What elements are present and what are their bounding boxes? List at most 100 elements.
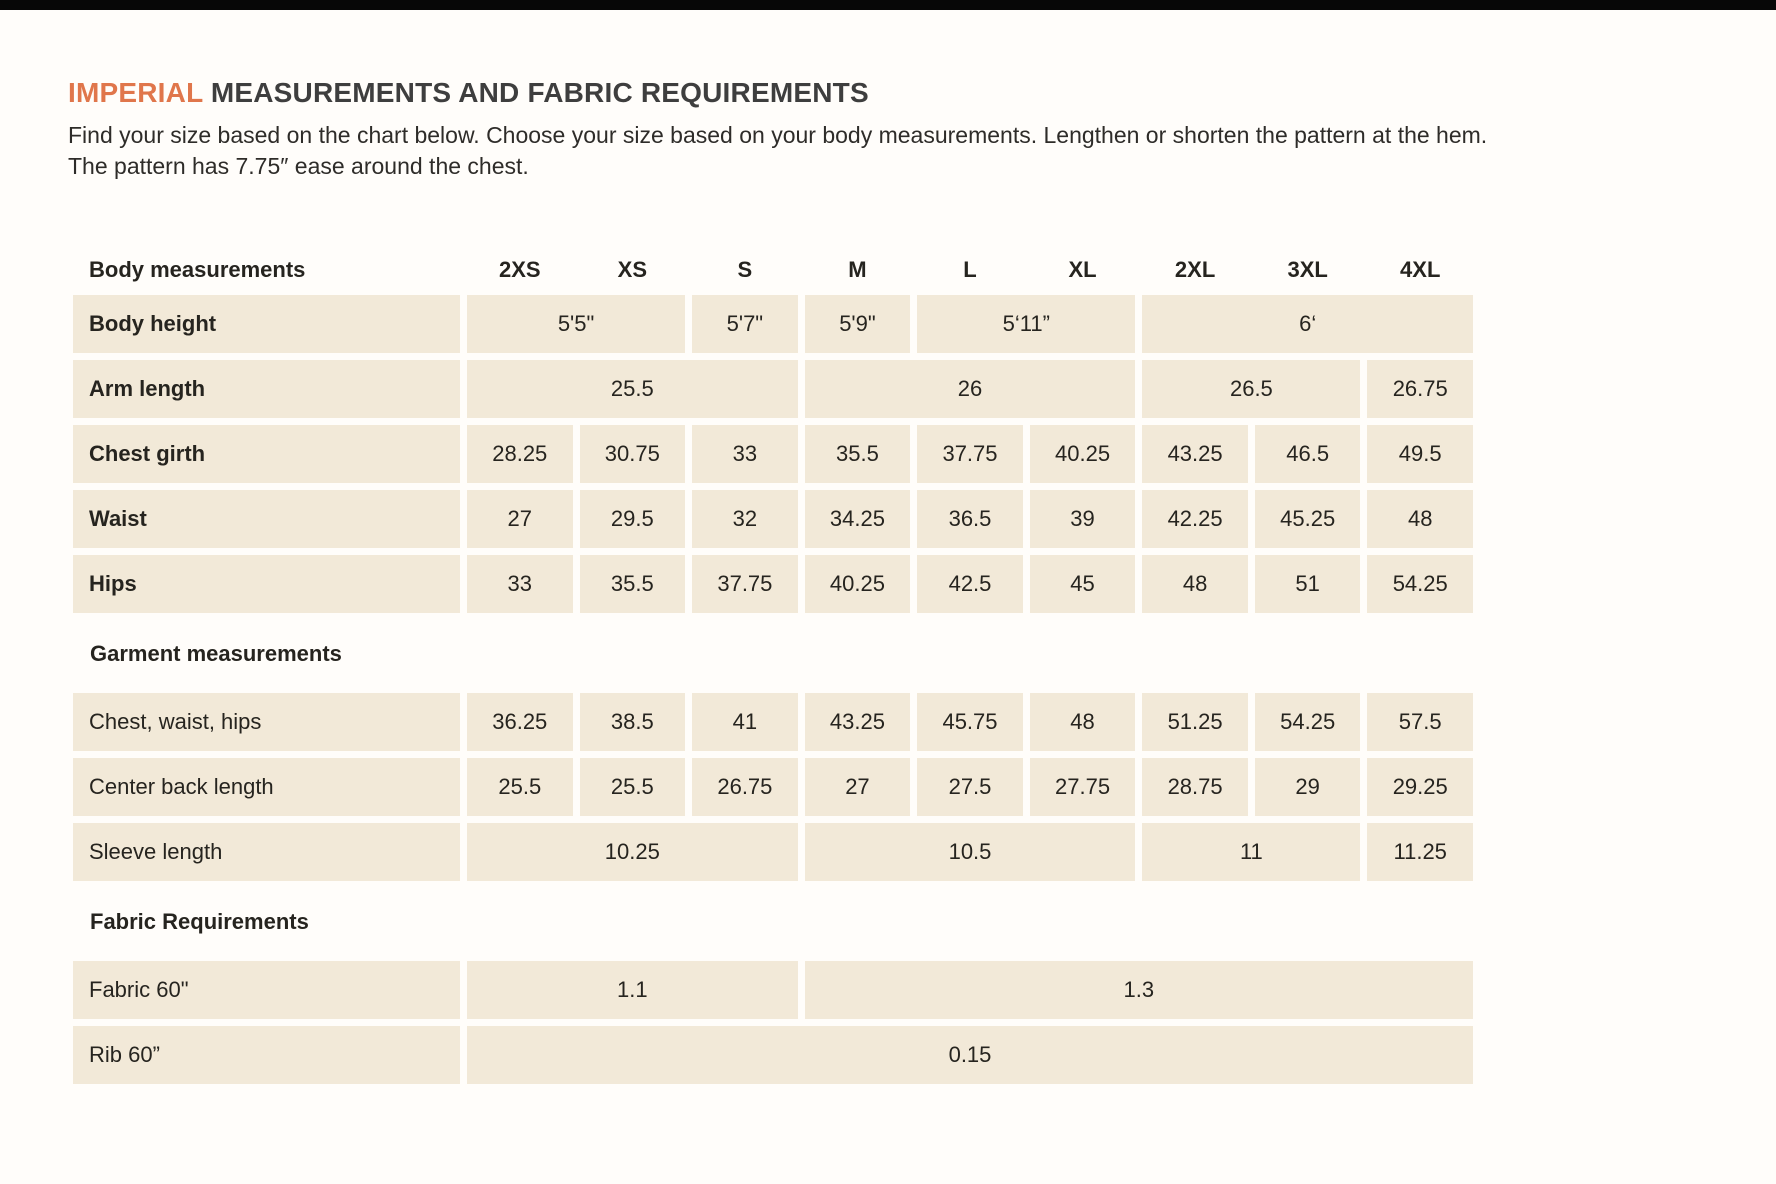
row-label: Hips	[73, 555, 460, 614]
value-cell: 38.5	[579, 693, 686, 752]
header-size-3xl: 3XL	[1287, 257, 1328, 283]
header-body-measurements: Body measurements	[89, 257, 306, 283]
row-label: Center back length	[73, 758, 460, 817]
row-label: Rib 60”	[73, 1026, 460, 1085]
page-title-rest: MEASUREMENTS AND FABRIC REQUIREMENTS	[202, 77, 869, 108]
page-title: IMPERIAL MEASUREMENTS AND FABRIC REQUIRE…	[68, 76, 1708, 110]
header-size-s: S	[737, 257, 753, 283]
header-size-m: M	[848, 257, 867, 283]
value-cell: 54.25	[1254, 693, 1361, 752]
value-cell: 32	[692, 490, 798, 549]
value-cell: 45	[1029, 555, 1136, 614]
value-cell: 10.25	[467, 823, 798, 882]
row-label: Waist	[73, 490, 460, 549]
value-cell: 43.25	[804, 693, 911, 752]
section-title: Fabric Requirements	[90, 909, 309, 935]
row-label: Fabric 60"	[73, 961, 460, 1020]
value-cell: 48	[1367, 490, 1473, 549]
value-cell: 30.75	[579, 425, 686, 484]
value-cell: 5'5"	[467, 295, 686, 354]
header-size-xs: XS	[617, 257, 647, 283]
page-title-highlight: IMPERIAL	[68, 77, 203, 108]
value-cell: 1.3	[804, 961, 1473, 1020]
value-cell: 46.5	[1254, 425, 1361, 484]
value-cell: 27.75	[1029, 758, 1136, 817]
table-row: Chest, waist, hips 36.25 38.5 41 43.25 45.75 4…	[73, 693, 1473, 752]
value-cell: 48	[1029, 693, 1136, 752]
value-cell: 0.15	[467, 1026, 1473, 1085]
value-cell: 40.25	[1029, 425, 1136, 484]
value-cell: 25.5	[467, 360, 798, 419]
page-description: Find your size based on the chart below.…	[68, 121, 1488, 180]
header-size-4xl: 4XL	[1400, 257, 1441, 283]
value-cell: 10.5	[804, 823, 1136, 882]
value-cell: 39	[1029, 490, 1136, 549]
value-cell: 49.5	[1367, 425, 1473, 484]
row-label: Sleeve length	[73, 823, 460, 882]
value-cell: 37.75	[692, 555, 798, 614]
table-row: Waist 27 29.5 32 34.25 36.5 39 42.25 45.25 48	[73, 490, 1473, 549]
value-cell: 35.5	[579, 555, 686, 614]
table-row: Sleeve length 10.25 10.5 11 11.25	[73, 823, 1473, 882]
table-row: Chest girth 28.25 30.75 33 35.5 37.75 40.25 43.…	[73, 425, 1473, 484]
table-row: Fabric 60" 1.1 1.3	[73, 961, 1473, 1020]
value-cell: 33	[467, 555, 573, 614]
header-size-xl: XL	[1068, 257, 1097, 283]
value-cell: 27	[467, 490, 573, 549]
row-label: Chest, waist, hips	[73, 693, 460, 752]
value-cell: 40.25	[804, 555, 911, 614]
table-row: Rib 60” 0.15	[73, 1026, 1473, 1085]
value-cell: 26.5	[1142, 360, 1361, 419]
value-cell: 45.75	[917, 693, 1023, 752]
top-black-bar	[0, 0, 1776, 10]
value-cell: 36.5	[917, 490, 1023, 549]
value-cell: 51	[1254, 555, 1361, 614]
row-label: Body height	[73, 295, 460, 354]
table-row: Arm length 25.5 26 26.5 26.75	[73, 360, 1473, 419]
table-row: Center back length 25.5 25.5 26.75 27 27.5 27.…	[73, 758, 1473, 817]
value-cell: 28.25	[467, 425, 573, 484]
value-cell: 28.75	[1142, 758, 1248, 817]
value-cell: 43.25	[1142, 425, 1248, 484]
value-cell: 1.1	[467, 961, 798, 1020]
value-cell: 5‘11”	[917, 295, 1136, 354]
value-cell: 5'9"	[804, 295, 911, 354]
value-cell: 27.5	[917, 758, 1023, 817]
value-cell: 29.25	[1367, 758, 1473, 817]
value-cell: 26.75	[692, 758, 798, 817]
row-label: Chest girth	[73, 425, 460, 484]
value-cell: 33	[692, 425, 798, 484]
section-title: Garment measurements	[90, 641, 342, 667]
value-cell: 34.25	[804, 490, 911, 549]
value-cell: 42.5	[917, 555, 1023, 614]
table-header-row: Body measurements 2XS XS S M L XL 2XL 3XL 4XL	[73, 245, 1473, 295]
value-cell: 26.75	[1367, 360, 1473, 419]
header-size-2xs: 2XS	[498, 257, 541, 283]
row-label: Arm length	[73, 360, 460, 419]
value-cell: 25.5	[467, 758, 573, 817]
table-row: Hips 33 35.5 37.75 40.25 42.5 45 48 51 54.25	[73, 555, 1473, 614]
content-area: IMPERIAL MEASUREMENTS AND FABRIC REQUIRE…	[0, 10, 1776, 1085]
value-cell: 26	[804, 360, 1136, 419]
value-cell: 37.75	[917, 425, 1023, 484]
value-cell: 11.25	[1367, 823, 1473, 882]
header-size-2xl: 2XL	[1174, 257, 1216, 283]
value-cell: 5'7"	[692, 295, 798, 354]
value-cell: 48	[1142, 555, 1248, 614]
value-cell: 25.5	[579, 758, 686, 817]
value-cell: 51.25	[1142, 693, 1248, 752]
value-cell: 36.25	[467, 693, 573, 752]
value-cell: 35.5	[804, 425, 911, 484]
value-cell: 45.25	[1254, 490, 1361, 549]
size-chart-table: Body measurements 2XS XS S M L XL 2XL 3XL 4XL Body…	[73, 245, 1473, 1085]
header-size-l: L	[963, 257, 977, 283]
value-cell: 54.25	[1367, 555, 1473, 614]
value-cell: 6‘	[1142, 295, 1473, 354]
value-cell: 27	[804, 758, 911, 817]
value-cell: 29	[1254, 758, 1361, 817]
value-cell: 11	[1142, 823, 1361, 882]
value-cell: 57.5	[1367, 693, 1473, 752]
value-cell: 29.5	[579, 490, 686, 549]
table-row: Body height 5'5" 5'7" 5'9" 5‘11” 6‘	[73, 295, 1473, 354]
